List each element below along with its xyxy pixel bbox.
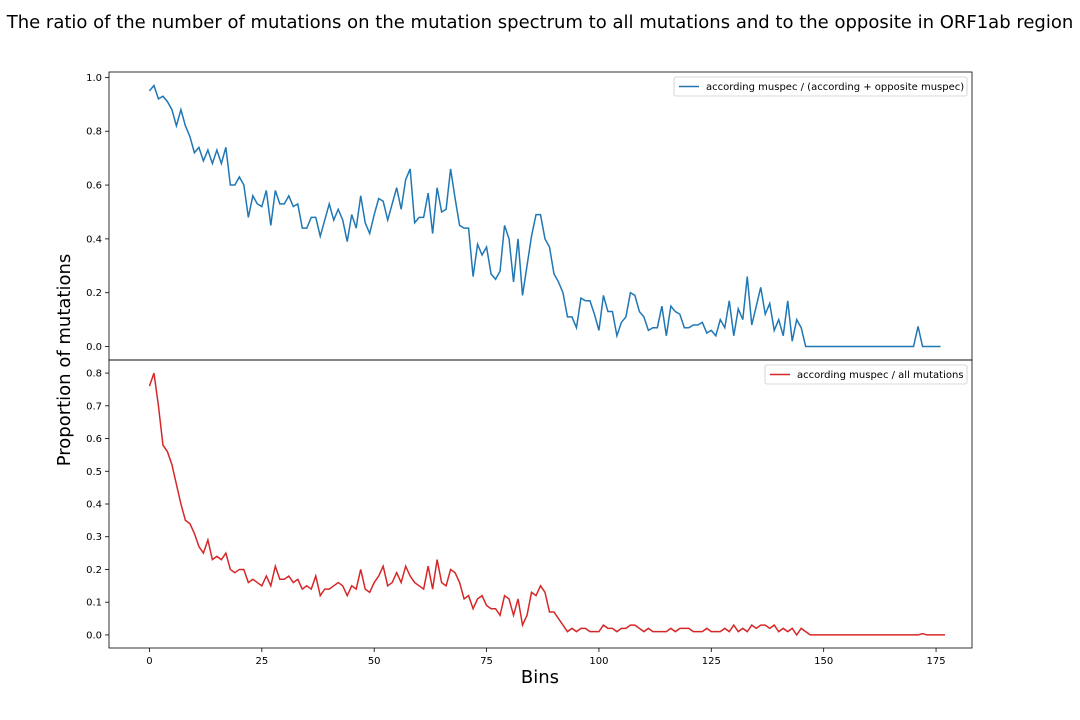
y-tick-label: 0.8 <box>86 369 102 380</box>
x-tick-label: 150 <box>814 656 833 667</box>
y-tick-label: 0.5 <box>86 467 102 478</box>
x-axis-label: Bins <box>521 667 559 688</box>
bottom-legend-label: according muspec / all mutations <box>797 370 964 381</box>
y-tick-label: 0.3 <box>86 532 102 543</box>
series-line-muspec-vs-all <box>148 372 946 637</box>
x-axis-ticks: 0 25 50 75 100 125 150 175 <box>146 648 946 667</box>
y-tick-label: 0.4 <box>86 500 102 511</box>
bottom-legend-box <box>764 364 968 385</box>
y-tick-label: 0.6 <box>86 181 102 192</box>
y-axis-label: Proportion of mutations <box>54 254 75 467</box>
top-legend: according muspec / (according + opposite… <box>673 76 968 97</box>
y-tick-label: 0.0 <box>86 630 102 641</box>
x-tick-label: 50 <box>368 656 381 667</box>
x-tick-label: 125 <box>702 656 721 667</box>
top-legend-box <box>673 76 968 97</box>
top-legend-label: according muspec / (according + opposite… <box>706 82 964 93</box>
y-tick-label: 0.1 <box>86 598 102 609</box>
y-tick-label: 0.0 <box>86 342 102 353</box>
top-y-ticks: 0.0 0.2 0.4 0.6 0.8 1.0 <box>86 73 109 353</box>
bottom-y-ticks: 0.0 0.1 0.2 0.3 0.4 0.5 0.6 0.7 0.8 <box>86 369 109 641</box>
x-tick-label: 175 <box>926 656 945 667</box>
series-line-muspec-vs-opposite <box>148 83 941 348</box>
y-tick-label: 0.2 <box>86 565 102 576</box>
y-tick-label: 0.4 <box>86 234 102 245</box>
y-tick-label: 0.6 <box>86 434 102 445</box>
y-tick-label: 0.8 <box>86 127 102 138</box>
top-subplot: 0.0 0.2 0.4 0.6 0.8 1.0 according muspec / (a… <box>86 71 973 361</box>
x-tick-label: 0 <box>146 656 152 667</box>
y-tick-label: 0.2 <box>86 288 102 299</box>
x-tick-label: 100 <box>589 656 608 667</box>
x-tick-label: 75 <box>480 656 493 667</box>
y-tick-label: 1.0 <box>86 73 102 84</box>
x-tick-label: 25 <box>255 656 268 667</box>
bottom-subplot: 0.0 0.1 0.2 0.3 0.4 0.5 0.6 0.7 0.8 according mu… <box>86 359 973 649</box>
chart-title: The ratio of the number of mutations on … <box>6 12 1074 33</box>
bottom-legend: according muspec / all mutations <box>764 364 968 385</box>
y-tick-label: 0.7 <box>86 401 102 412</box>
bottom-plot-frame <box>108 359 973 649</box>
